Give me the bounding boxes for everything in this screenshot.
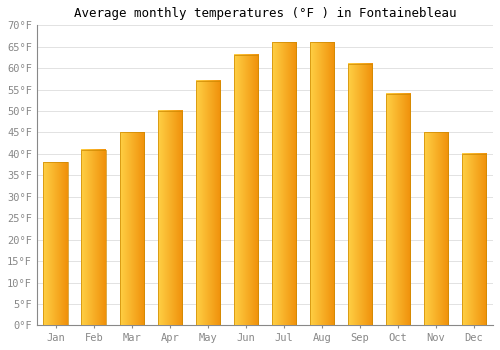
Bar — [348, 64, 372, 326]
Bar — [386, 94, 410, 326]
Bar — [424, 132, 448, 326]
Bar — [234, 55, 258, 326]
Bar — [158, 111, 182, 326]
Bar — [44, 162, 68, 326]
Bar — [120, 132, 144, 326]
Bar — [272, 42, 296, 326]
Bar — [82, 149, 106, 326]
Bar — [310, 42, 334, 326]
Bar — [462, 154, 486, 326]
Bar — [196, 81, 220, 326]
Title: Average monthly temperatures (°F ) in Fontainebleau: Average monthly temperatures (°F ) in Fo… — [74, 7, 456, 20]
